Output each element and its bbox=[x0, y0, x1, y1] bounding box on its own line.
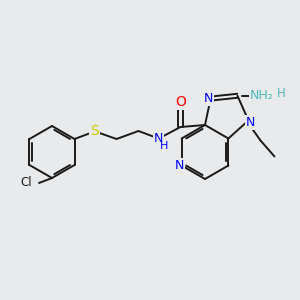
Text: N: N bbox=[154, 133, 163, 146]
Text: H: H bbox=[277, 87, 286, 100]
Text: Cl: Cl bbox=[20, 176, 32, 190]
Text: N: N bbox=[246, 116, 255, 129]
Text: N: N bbox=[175, 159, 184, 172]
Text: S: S bbox=[90, 124, 99, 138]
Text: NH₂: NH₂ bbox=[250, 89, 273, 102]
Text: H: H bbox=[160, 141, 169, 151]
Text: O: O bbox=[175, 95, 186, 109]
Text: N: N bbox=[204, 92, 213, 105]
